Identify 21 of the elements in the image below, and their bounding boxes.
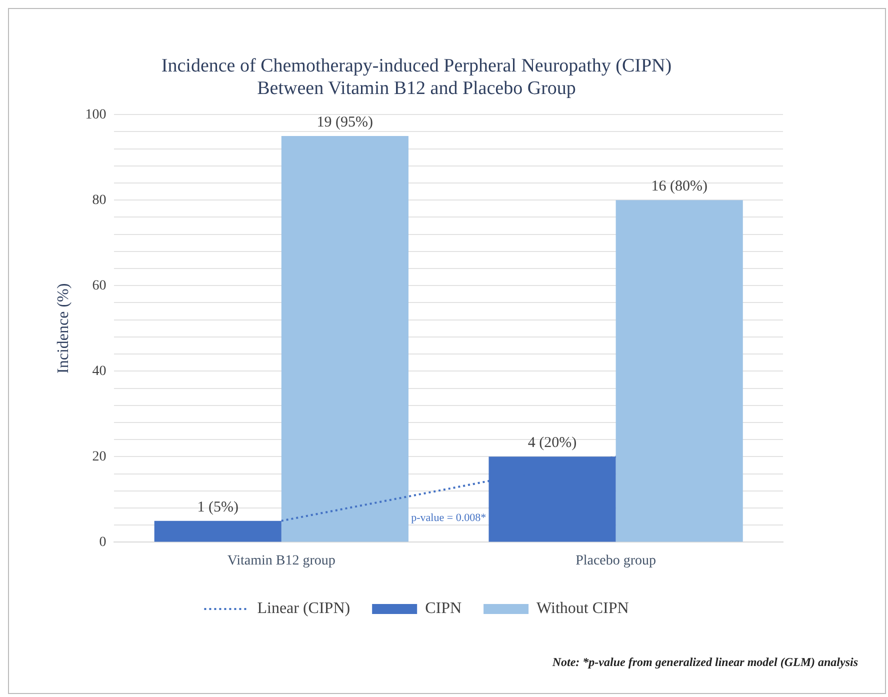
y-tick-label: 80 <box>92 192 106 208</box>
y-axis-title: Incidence (%) <box>54 283 72 374</box>
bar <box>616 200 743 542</box>
x-tick-label: Vitamin B12 group <box>227 553 336 568</box>
legend-label: Without CIPN <box>536 600 630 618</box>
data-label: 16 (80%) <box>651 178 708 195</box>
data-label: 19 (95%) <box>316 114 374 130</box>
y-tick-label: 100 <box>85 107 106 122</box>
y-tick-label: 60 <box>92 278 106 294</box>
y-tick-label: 20 <box>92 449 106 464</box>
data-label: 4 (20%) <box>528 435 577 452</box>
legend-label: CIPN <box>425 600 462 618</box>
chart-title: Incidence of Chemotherapy-induced Perpheral Neuropathy (CIPN) Between Vitamin B12 and Placebo Group <box>161 55 672 100</box>
y-tick-label: 0 <box>99 534 106 550</box>
data-label: 1 (5%) <box>197 499 238 516</box>
legend-label: Linear (CIPN) <box>257 600 350 618</box>
annotation: p-value = 0.008* <box>411 512 486 524</box>
x-tick-label: Placebo group <box>576 553 656 568</box>
y-tick-label: 40 <box>92 364 106 379</box>
text: Note: *p-value from generalized linear model (GLM) analysis <box>551 655 858 670</box>
bar <box>281 136 408 542</box>
